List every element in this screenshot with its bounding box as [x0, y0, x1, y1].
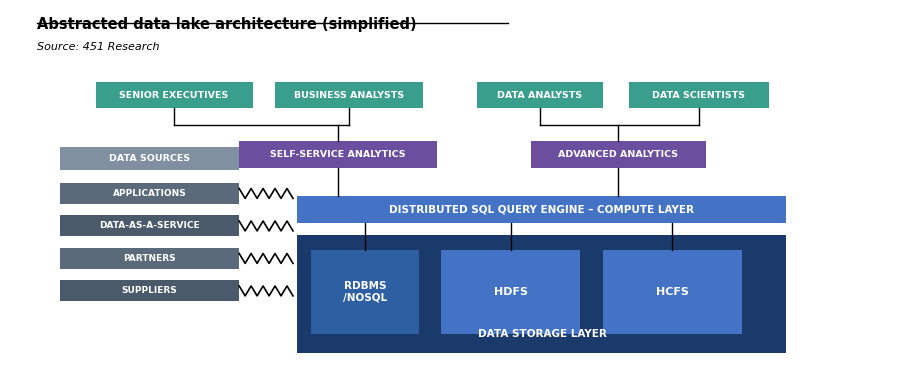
FancyBboxPatch shape [477, 82, 602, 109]
FancyBboxPatch shape [59, 216, 239, 236]
FancyBboxPatch shape [95, 82, 253, 109]
Text: SUPPLIERS: SUPPLIERS [122, 286, 177, 295]
FancyBboxPatch shape [239, 141, 436, 167]
FancyBboxPatch shape [59, 280, 239, 301]
FancyBboxPatch shape [59, 248, 239, 269]
Text: SENIOR EXECUTIVES: SENIOR EXECUTIVES [120, 90, 229, 100]
FancyBboxPatch shape [298, 196, 787, 223]
Text: Abstracted data lake architecture (simplified): Abstracted data lake architecture (simpl… [37, 17, 417, 32]
Text: ADVANCED ANALYTICS: ADVANCED ANALYTICS [558, 150, 679, 159]
Text: DATA ANALYSTS: DATA ANALYSTS [497, 90, 582, 100]
FancyBboxPatch shape [275, 82, 423, 109]
FancyBboxPatch shape [441, 250, 580, 334]
FancyBboxPatch shape [629, 82, 769, 109]
Text: HDFS: HDFS [493, 287, 527, 297]
Text: RDBMS
/NOSQL: RDBMS /NOSQL [343, 281, 387, 303]
Text: HCFS: HCFS [655, 287, 688, 297]
FancyBboxPatch shape [531, 141, 706, 167]
Text: DATA SOURCES: DATA SOURCES [109, 154, 190, 162]
FancyBboxPatch shape [310, 250, 419, 334]
Text: PARTNERS: PARTNERS [123, 254, 176, 263]
Text: DATA-AS-A-SERVICE: DATA-AS-A-SERVICE [99, 221, 200, 231]
Text: Source: 451 Research: Source: 451 Research [37, 42, 160, 52]
Text: BUSINESS ANALYSTS: BUSINESS ANALYSTS [294, 90, 404, 100]
Text: APPLICATIONS: APPLICATIONS [112, 189, 186, 198]
Text: DATA STORAGE LAYER: DATA STORAGE LAYER [478, 329, 607, 339]
FancyBboxPatch shape [59, 147, 239, 169]
FancyBboxPatch shape [602, 250, 742, 334]
Text: DISTRIBUTED SQL QUERY ENGINE – COMPUTE LAYER: DISTRIBUTED SQL QUERY ENGINE – COMPUTE L… [390, 205, 695, 215]
FancyBboxPatch shape [298, 234, 787, 353]
Text: SELF-SERVICE ANALYTICS: SELF-SERVICE ANALYTICS [270, 150, 406, 159]
Text: DATA SCIENTISTS: DATA SCIENTISTS [652, 90, 745, 100]
FancyBboxPatch shape [59, 183, 239, 204]
